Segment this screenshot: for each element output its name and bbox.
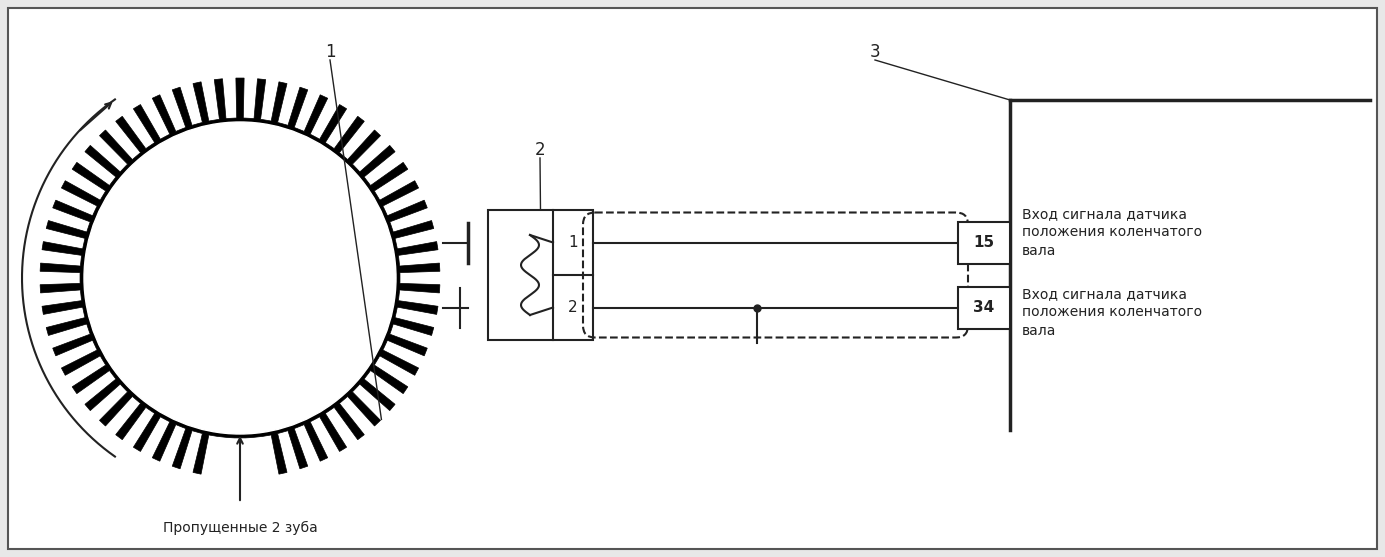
Text: Вход сигнала датчика
положения коленчатого
вала: Вход сигнала датчика положения коленчато…	[1022, 207, 1202, 258]
Text: 1: 1	[568, 235, 578, 250]
Text: 2: 2	[568, 300, 578, 315]
Text: 3: 3	[870, 43, 881, 61]
Polygon shape	[40, 78, 440, 474]
Circle shape	[84, 122, 396, 434]
Bar	[958, 286, 1010, 329]
Text: 1: 1	[324, 43, 335, 61]
Text: 34: 34	[974, 300, 994, 315]
Text: 2: 2	[535, 141, 546, 159]
Text: Вход сигнала датчика
положения коленчатого
вала: Вход сигнала датчика положения коленчато…	[1022, 287, 1202, 338]
Bar	[958, 222, 1010, 263]
Bar	[488, 210, 593, 340]
Text: Пропущенные 2 зуба: Пропущенные 2 зуба	[162, 521, 317, 535]
Text: 15: 15	[974, 235, 994, 250]
